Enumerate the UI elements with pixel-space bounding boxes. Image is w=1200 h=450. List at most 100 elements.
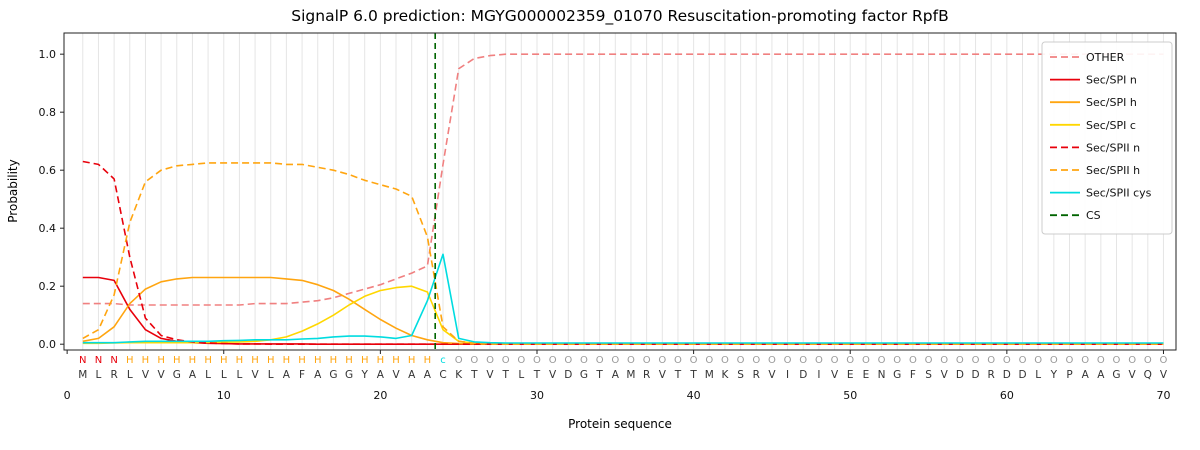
y-tick-label: 0.8 — [39, 106, 57, 119]
region-letter: O — [470, 355, 478, 366]
sequence-letter: A — [283, 369, 291, 381]
region-letter: H — [361, 355, 369, 366]
sequence-letter: I — [817, 369, 820, 381]
sequence-letter: Y — [360, 369, 368, 381]
region-letter: O — [1160, 355, 1168, 366]
sequence-letter: S — [737, 369, 744, 381]
region-letter: O — [862, 355, 870, 366]
sequence-letter: S — [925, 369, 932, 381]
region-letter: O — [705, 355, 713, 366]
x-tick-label: 60 — [1000, 389, 1014, 402]
region-letter: N — [79, 355, 86, 366]
legend-label: CS — [1086, 209, 1101, 222]
region-letter: O — [940, 355, 948, 366]
region-letter: O — [533, 355, 541, 366]
region-letter: O — [502, 355, 510, 366]
region-letter: O — [1144, 355, 1152, 366]
region-letter: N — [110, 355, 117, 366]
sequence-letter: T — [470, 369, 478, 381]
region-letter: H — [126, 355, 134, 366]
region-letter: O — [878, 355, 886, 366]
region-letter: O — [455, 355, 463, 366]
legend-label: Sec/SPII h — [1086, 164, 1140, 177]
sequence-letter: P — [1066, 369, 1072, 381]
x-tick-label: 0 — [64, 389, 71, 402]
region-letter: O — [956, 355, 964, 366]
x-tick-label: 20 — [373, 389, 387, 402]
sequence-letter: F — [910, 369, 916, 381]
sequence-letter: L — [221, 369, 227, 381]
region-letter: H — [392, 355, 400, 366]
sequence-letter: L — [236, 369, 242, 381]
legend-label: Sec/SPI c — [1086, 119, 1136, 132]
region-letter: H — [377, 355, 385, 366]
sequence-letter: V — [1160, 369, 1168, 381]
sequence-letter: C — [439, 369, 446, 381]
region-letter: H — [330, 355, 338, 366]
region-letter: H — [283, 355, 291, 366]
region-letter: O — [1003, 355, 1011, 366]
sequence-letter: A — [612, 369, 620, 381]
region-letter: H — [298, 355, 306, 366]
sequence-letter: N — [878, 369, 886, 381]
sequence-letter: A — [1097, 369, 1105, 381]
region-letter: H — [408, 355, 416, 366]
legend: OTHER Sec/SPI n Sec/SPI h Sec/SPI c Sec/SPII… — [1041, 41, 1173, 235]
region-letter: O — [1050, 355, 1058, 366]
sequence-letter: D — [971, 369, 979, 381]
region-letter: H — [314, 355, 322, 366]
sequence-letter: F — [299, 369, 305, 381]
region-letter: O — [549, 355, 557, 366]
series-lines — [82, 53, 1164, 346]
x-tick-label: 10 — [217, 389, 231, 402]
sequence-rows: NMNLNRHLHVHVHGHAHLHLHLHVHLHAHFHAHGHGHYHA… — [78, 355, 1168, 381]
x-tick-label: 30 — [530, 389, 544, 402]
region-letter: O — [1128, 355, 1136, 366]
series-line-sec-spi-c — [82, 285, 1164, 346]
region-letter: N — [95, 355, 102, 366]
sequence-letter: T — [595, 369, 603, 381]
region-letter: O — [784, 355, 792, 366]
sequence-letter: D — [1018, 369, 1026, 381]
sequence-letter: L — [127, 369, 133, 381]
series-line-sec-spi-h — [82, 276, 1164, 346]
region-letter: O — [1081, 355, 1089, 366]
region-letter: O — [815, 355, 823, 366]
region-letter: O — [580, 355, 588, 366]
series-line-other — [82, 53, 1164, 306]
sequence-letter: G — [1112, 369, 1120, 381]
region-letter: H — [345, 355, 353, 366]
legend-label: Sec/SPII n — [1086, 141, 1140, 154]
sequence-letter: D — [1003, 369, 1011, 381]
region-letter: O — [752, 355, 760, 366]
region-letter: O — [909, 355, 917, 366]
region-letter: O — [596, 355, 604, 366]
region-letter: O — [643, 355, 651, 366]
plot-border — [63, 32, 1177, 351]
sequence-letter: V — [486, 369, 494, 381]
y-tick-label: 0.2 — [39, 280, 57, 293]
region-letter: O — [1066, 355, 1074, 366]
sequence-letter: L — [268, 369, 274, 381]
sequence-letter: G — [329, 369, 337, 381]
region-letter: H — [267, 355, 275, 366]
y-tick-label: 1.0 — [39, 48, 57, 61]
sequence-letter: V — [941, 369, 949, 381]
sequence-letter: T — [501, 369, 509, 381]
y-axis-label: Probability — [6, 159, 20, 222]
sequence-letter: L — [96, 369, 102, 381]
legend-label: Sec/SPI h — [1086, 96, 1137, 109]
sequence-letter: G — [345, 369, 353, 381]
sequence-letter: R — [110, 369, 117, 381]
sequence-letter: A — [189, 369, 197, 381]
region-letter: O — [768, 355, 776, 366]
sequence-letter: K — [721, 369, 729, 381]
sequence-letter: I — [786, 369, 789, 381]
region-letter: O — [1019, 355, 1027, 366]
series-line-sec-spii-cys — [82, 253, 1164, 344]
region-letter: O — [925, 355, 933, 366]
sequence-letter: A — [408, 369, 416, 381]
region-letter: H — [220, 355, 228, 366]
region-letter: O — [737, 355, 745, 366]
